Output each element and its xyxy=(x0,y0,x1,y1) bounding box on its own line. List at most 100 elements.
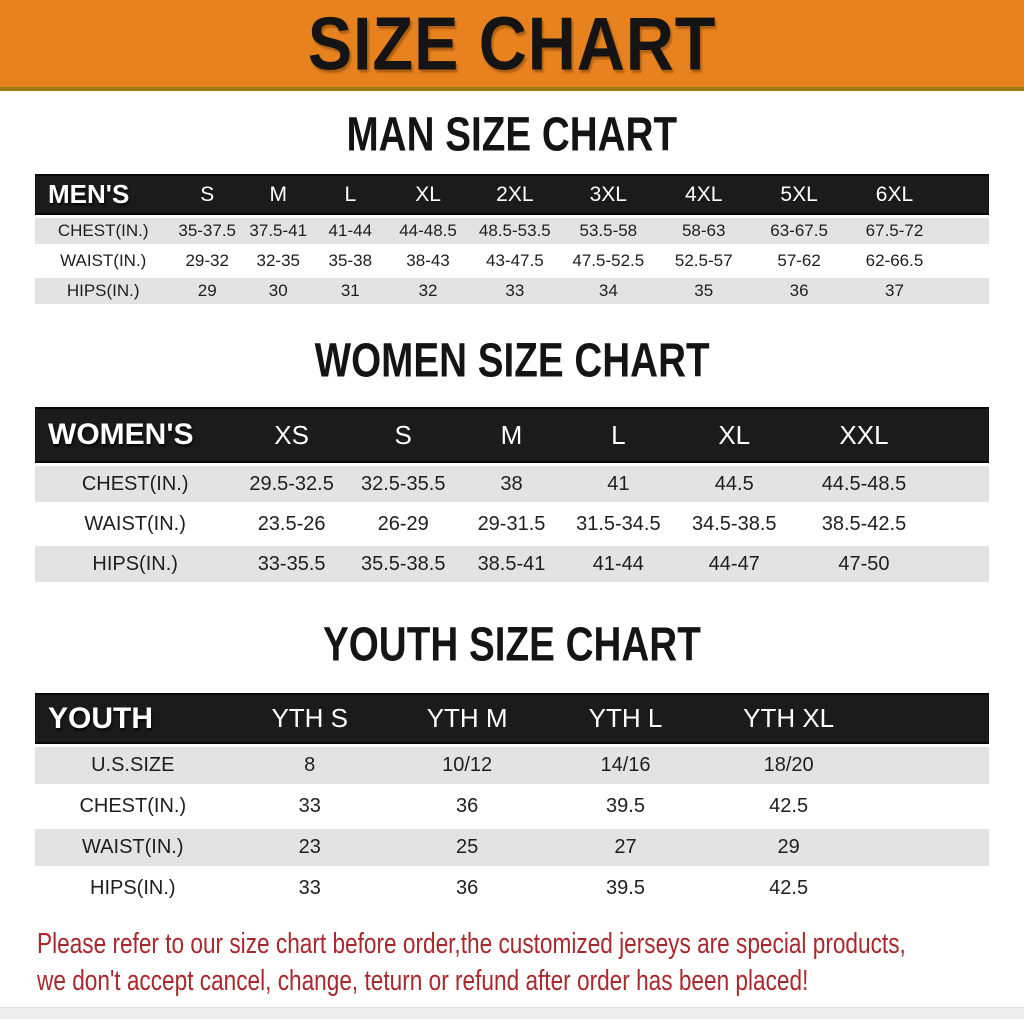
youth-waist-row: WAIST(IN.) 23 25 27 29 xyxy=(35,826,989,867)
size-cell: 33 xyxy=(469,275,561,305)
men-header-row: MEN'S S M L XL 2XL 3XL 4XL 5XL 6XL xyxy=(35,174,989,215)
size-cell: 37.5-41 xyxy=(242,215,314,245)
row-label: U.S.SIZE xyxy=(35,744,231,785)
men-col-header: S xyxy=(171,174,243,215)
size-cell: 38.5-42.5 xyxy=(796,503,932,543)
men-section: MAN SIZE CHART MEN'S S M L XL 2XL 3XL 4X… xyxy=(0,110,1024,305)
youth-ussize-row: U.S.SIZE 8 10/12 14/16 18/20 xyxy=(35,744,989,785)
size-cell: 29.5-32.5 xyxy=(235,463,348,503)
filler-cell xyxy=(871,744,989,785)
row-label: WAIST(IN.) xyxy=(35,503,236,543)
row-label: CHEST(IN.) xyxy=(35,785,231,826)
size-cell: 38-43 xyxy=(387,245,470,275)
row-label: HIPS(IN.) xyxy=(35,867,231,908)
size-cell: 36 xyxy=(388,785,546,826)
size-cell: 44.5 xyxy=(672,463,797,503)
bottom-strip xyxy=(0,1007,1024,1019)
men-section-title: MAN SIZE CHART xyxy=(0,110,1024,158)
size-cell: 36 xyxy=(751,275,847,305)
size-cell: 36 xyxy=(388,867,546,908)
filler-cell xyxy=(931,503,989,543)
size-cell: 29 xyxy=(705,826,872,867)
size-cell: 35-38 xyxy=(313,245,388,275)
size-cell: 47-50 xyxy=(796,543,932,583)
size-cell: 39.5 xyxy=(545,785,706,826)
filler-cell xyxy=(942,215,989,245)
men-col-header: M xyxy=(242,174,314,215)
youth-col-header: YTH M xyxy=(388,693,546,744)
disclaimer-line-1: Please refer to our size chart before or… xyxy=(37,928,906,960)
size-cell: 67.5-72 xyxy=(846,215,943,245)
youth-col-header: YTH XL xyxy=(705,693,872,744)
size-cell: 35 xyxy=(656,275,752,305)
size-cell: 29-31.5 xyxy=(458,503,565,543)
size-cell: 29-32 xyxy=(171,245,243,275)
youth-header-row: YOUTH YTH S YTH M YTH L YTH XL xyxy=(35,693,989,744)
size-cell: 38 xyxy=(458,463,565,503)
women-corner-label: WOMEN'S xyxy=(35,407,236,463)
size-cell: 44-48.5 xyxy=(387,215,470,245)
row-label: CHEST(IN.) xyxy=(35,463,236,503)
size-cell: 63-67.5 xyxy=(751,215,847,245)
size-cell: 41-44 xyxy=(564,543,673,583)
men-col-header: L xyxy=(313,174,388,215)
size-cell: 23 xyxy=(230,826,389,867)
size-cell: 27 xyxy=(545,826,706,867)
youth-hips-row: HIPS(IN.) 33 36 39.5 42.5 xyxy=(35,867,989,908)
youth-size-table: YOUTH YTH S YTH M YTH L YTH XL U.S.SIZE … xyxy=(35,693,989,908)
banner: SIZE CHART xyxy=(0,0,1024,91)
women-chest-row: CHEST(IN.) 29.5-32.5 32.5-35.5 38 41 44.… xyxy=(35,463,989,503)
banner-title: SIZE CHART xyxy=(307,1,717,86)
men-col-header: 4XL xyxy=(656,174,752,215)
size-cell: 34 xyxy=(560,275,657,305)
filler-cell xyxy=(931,543,989,583)
size-cell: 35.5-38.5 xyxy=(347,543,459,583)
size-cell: 31.5-34.5 xyxy=(564,503,673,543)
men-col-header: XL xyxy=(387,174,470,215)
size-cell: 44.5-48.5 xyxy=(796,463,932,503)
size-cell: 57-62 xyxy=(751,245,847,275)
women-header-filler xyxy=(931,407,989,463)
size-cell: 23.5-26 xyxy=(235,503,348,543)
youth-corner-label: YOUTH xyxy=(35,693,231,744)
size-cell: 32.5-35.5 xyxy=(347,463,459,503)
youth-section-title: YOUTH SIZE CHART xyxy=(0,620,1024,668)
size-cell: 14/16 xyxy=(545,744,706,785)
size-cell: 58-63 xyxy=(656,215,752,245)
women-col-header: XS xyxy=(235,407,348,463)
filler-cell xyxy=(871,867,989,908)
row-label: WAIST(IN.) xyxy=(35,826,231,867)
size-cell: 43-47.5 xyxy=(469,245,561,275)
women-col-header: XXL xyxy=(796,407,932,463)
men-chest-row: CHEST(IN.) 35-37.5 37.5-41 41-44 44-48.5… xyxy=(35,215,989,245)
row-label: HIPS(IN.) xyxy=(35,275,172,305)
size-cell: 44-47 xyxy=(672,543,797,583)
size-cell: 41-44 xyxy=(313,215,388,245)
size-cell: 42.5 xyxy=(705,867,872,908)
size-cell: 38.5-41 xyxy=(458,543,565,583)
men-hips-row: HIPS(IN.) 29 30 31 32 33 34 35 36 37 xyxy=(35,275,989,305)
men-col-header: 6XL xyxy=(846,174,943,215)
size-cell: 18/20 xyxy=(705,744,872,785)
women-section-title: WOMEN SIZE CHART xyxy=(0,332,1024,388)
row-label: WAIST(IN.) xyxy=(35,245,172,275)
women-section-title-text: WOMEN SIZE CHART xyxy=(314,332,710,388)
women-header-row: WOMEN'S XS S M L XL XXL xyxy=(35,407,989,463)
women-hips-row: HIPS(IN.) 33-35.5 35.5-38.5 38.5-41 41-4… xyxy=(35,543,989,583)
size-cell: 37 xyxy=(846,275,943,305)
size-cell: 47.5-52.5 xyxy=(560,245,657,275)
size-cell: 39.5 xyxy=(545,867,706,908)
size-cell: 26-29 xyxy=(347,503,459,543)
size-cell: 34.5-38.5 xyxy=(672,503,797,543)
size-cell: 10/12 xyxy=(388,744,546,785)
filler-cell xyxy=(942,245,989,275)
women-col-header: L xyxy=(564,407,673,463)
men-col-header: 2XL xyxy=(469,174,561,215)
size-cell: 52.5-57 xyxy=(656,245,752,275)
size-cell: 32 xyxy=(387,275,470,305)
youth-col-header: YTH L xyxy=(545,693,706,744)
women-section: WOMEN SIZE CHART WOMEN'S XS S M L XL XXL xyxy=(0,332,1024,583)
filler-cell xyxy=(942,275,989,305)
row-label: CHEST(IN.) xyxy=(35,215,172,245)
filler-cell xyxy=(871,785,989,826)
